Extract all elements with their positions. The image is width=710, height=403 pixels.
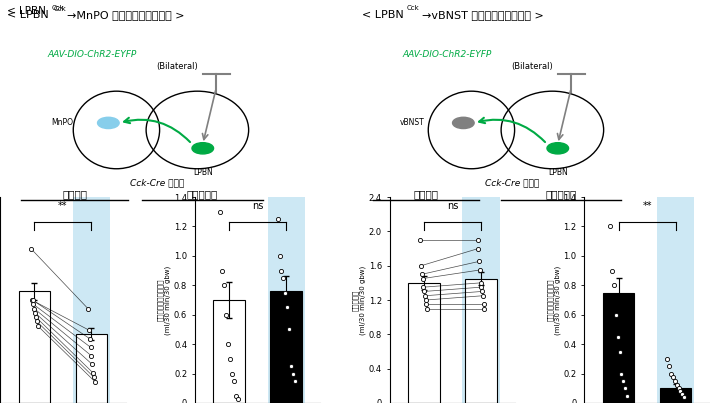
Circle shape [547, 143, 569, 154]
Text: LPBN: LPBN [193, 168, 213, 177]
Bar [660, 388, 692, 403]
Text: < LPBN: < LPBN [7, 10, 49, 20]
Circle shape [192, 143, 214, 154]
Y-axis label: 水分摄取量
(ml/30 min/30 gbw): 水分摄取量 (ml/30 min/30 gbw) [351, 266, 366, 334]
Bar [465, 278, 497, 403]
Bar [213, 300, 245, 403]
FancyBboxPatch shape [462, 197, 500, 403]
Text: Cck-Cre マウス: Cck-Cre マウス [130, 179, 184, 188]
Text: →vBNST ニューロンの活性化 >: →vBNST ニューロンの活性化 > [422, 10, 544, 20]
FancyBboxPatch shape [657, 197, 694, 403]
Text: **: ** [643, 202, 652, 212]
Text: vBNST: vBNST [400, 118, 425, 127]
Circle shape [97, 117, 119, 129]
Text: Cck: Cck [52, 5, 65, 11]
Text: ns: ns [447, 202, 458, 212]
Text: AAV-DIO-ChR2-EYFP: AAV-DIO-ChR2-EYFP [403, 50, 492, 59]
Text: 塩欠乏状態: 塩欠乏状態 [545, 189, 577, 199]
Text: Cck-Cre マウス: Cck-Cre マウス [485, 179, 539, 188]
FancyBboxPatch shape [73, 197, 110, 403]
Text: MnPO: MnPO [52, 118, 73, 127]
Circle shape [452, 117, 474, 129]
Y-axis label: 水分および塩分摄取量
(ml/30 min/30 gbw): 水分および塩分摄取量 (ml/30 min/30 gbw) [547, 266, 561, 334]
Y-axis label: 水分および塩分摄取量
(ml/30 min/30 gbw): 水分および塩分摄取量 (ml/30 min/30 gbw) [157, 266, 171, 334]
Bar [271, 291, 302, 403]
Text: 脱水状態: 脱水状態 [413, 189, 439, 199]
Text: Cck: Cck [53, 6, 66, 12]
Text: < LPBN: < LPBN [7, 6, 46, 16]
Text: 脱水状態: 脱水状態 [62, 189, 87, 199]
Text: (Bilateral): (Bilateral) [156, 62, 198, 71]
Text: (Bilateral): (Bilateral) [511, 62, 553, 71]
Text: AAV-DIO-ChR2-EYFP: AAV-DIO-ChR2-EYFP [48, 50, 137, 59]
Text: **: ** [58, 202, 67, 212]
Text: 塩欠乏状態: 塩欠乏状態 [187, 189, 218, 199]
FancyBboxPatch shape [268, 197, 305, 403]
Bar [408, 283, 439, 403]
Text: LPBN: LPBN [548, 168, 568, 177]
Bar [76, 334, 107, 403]
Text: < LPBN: < LPBN [362, 10, 404, 20]
Text: ns: ns [252, 202, 263, 212]
Bar [603, 293, 634, 403]
Text: →MnPO ニューロンの活性化 >: →MnPO ニューロンの活性化 > [67, 10, 185, 20]
Text: Cck: Cck [407, 5, 420, 11]
Bar [18, 291, 50, 403]
